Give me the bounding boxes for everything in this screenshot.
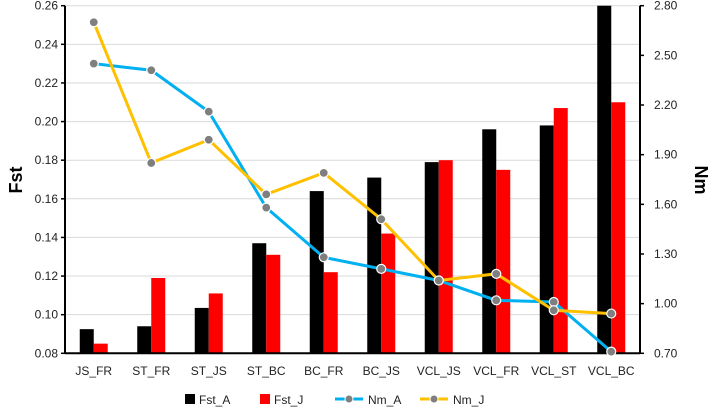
y-tick-label: 0.18	[35, 153, 59, 167]
y-tick-label: 0.14	[35, 230, 59, 244]
y-axis-title: Fst	[6, 166, 26, 193]
legend-marker-Nm_A	[344, 394, 354, 404]
y2-tick-label: 0.70	[654, 346, 678, 360]
x-tick-label: VCL_ST	[531, 364, 577, 378]
y-tick-label: 0.26	[35, 0, 59, 13]
legend-label-Nm_J: Nm_J	[453, 393, 484, 407]
marker-Nm_J-JS_FR	[88, 17, 99, 28]
y-tick-label: 0.08	[35, 346, 59, 360]
line-Nm_A	[93, 62, 613, 353]
marker-Nm_J-ST_JS	[203, 134, 214, 145]
bar-Fst_J-ST_BC	[266, 254, 281, 354]
y-tick-label: 0.12	[35, 269, 59, 283]
bar-Fst_J-VCL_ST	[553, 108, 568, 354]
marker-Nm_J-ST_FR	[146, 157, 157, 169]
legend-swatch-Fst_A	[185, 394, 195, 404]
x-tick-label: ST_FR	[132, 364, 170, 378]
marker-Nm_A-BC_FR	[318, 252, 329, 263]
legend-swatch-Fst_J	[260, 394, 270, 404]
bar-Fst_A-ST_FR	[137, 326, 152, 354]
bar-Fst_A-VCL_ST	[539, 125, 554, 354]
marker-Nm_A-ST_BC	[261, 202, 272, 213]
x-tick-label: ST_BC	[247, 364, 286, 378]
y2-tick-label: 1.90	[654, 148, 678, 162]
y2-tick-label: 2.80	[654, 0, 678, 13]
y2-tick-label: 2.20	[654, 98, 678, 112]
bar-Fst_J-JS_FR	[93, 343, 108, 354]
marker-Nm_A-VCL_FR	[491, 295, 502, 306]
marker-Nm_A-JS_FR	[88, 58, 99, 69]
marker-Nm_A-VCL_BC	[606, 346, 617, 357]
y2-axis-title: Nm	[691, 165, 709, 194]
bar-Fst_A-VCL_FR	[482, 129, 497, 354]
marker-Nm_J-VCL_JS	[433, 275, 444, 286]
x-tick-label: VCL_JS	[417, 364, 461, 378]
bar-Fst_A-VCL_BC	[597, 5, 612, 354]
bar-Fst_A-VCL_JS	[424, 162, 439, 354]
y2-tick-label: 1.60	[654, 197, 678, 211]
y-tick-label: 0.24	[35, 37, 59, 51]
bar-Fst_J-VCL_BC	[611, 102, 626, 354]
x-tick-label: JS_FR	[75, 364, 112, 378]
marker-Nm_A-VCL_ST	[548, 296, 559, 308]
x-tick-label: VCL_FR	[473, 364, 519, 378]
y2-tick-label: 2.50	[654, 48, 678, 62]
legend-label-Fst_A: Fst_A	[199, 393, 230, 407]
bar-Fst_A-BC_FR	[309, 191, 324, 354]
x-tick-label: VCL_BC	[588, 364, 635, 378]
x-tick-label: BC_FR	[304, 364, 344, 378]
legend-label-Fst_J: Fst_J	[274, 393, 303, 407]
marker-Nm_A-ST_JS	[203, 106, 214, 117]
legend-marker-Nm_J	[429, 394, 439, 404]
bar-Fst_J-BC_JS	[381, 233, 396, 354]
marker-Nm_J-VCL_FR	[491, 268, 502, 279]
marker-Nm_J-VCL_ST	[548, 305, 559, 316]
y-tick-label: 0.22	[35, 76, 59, 90]
bar-Fst_J-BC_FR	[323, 272, 338, 354]
y2-tick-label: 1.30	[654, 247, 678, 261]
x-tick-label: ST_JS	[191, 364, 227, 378]
line-Nm_J	[92, 21, 612, 316]
bar-Fst_A-JS_FR	[79, 329, 94, 354]
marker-Nm_J-VCL_BC	[606, 308, 617, 319]
y-tick-label: 0.20	[35, 115, 59, 129]
marker-Nm_J-BC_FR	[318, 167, 329, 178]
y2-tick-label: 1.00	[654, 297, 678, 311]
bar-Fst_J-VCL_FR	[496, 169, 511, 354]
bar-Fst_A-ST_JS	[194, 307, 209, 354]
marker-Nm_J-ST_BC	[261, 189, 272, 200]
marker-Nm_A-ST_FR	[146, 65, 157, 76]
y-tick-label: 0.10	[35, 308, 59, 322]
marker-Nm_A-BC_JS	[376, 263, 387, 274]
marker-Nm_J-BC_JS	[376, 214, 387, 225]
x-tick-label: BC_JS	[363, 364, 400, 378]
bar-Fst_J-VCL_JS	[438, 160, 453, 354]
bar-Fst_J-ST_FR	[151, 277, 166, 354]
bar-Fst_A-ST_BC	[252, 243, 267, 354]
legend-label-Nm_A: Nm_A	[368, 393, 401, 407]
y-tick-label: 0.16	[35, 192, 59, 206]
bar-Fst_J-ST_JS	[208, 293, 223, 354]
